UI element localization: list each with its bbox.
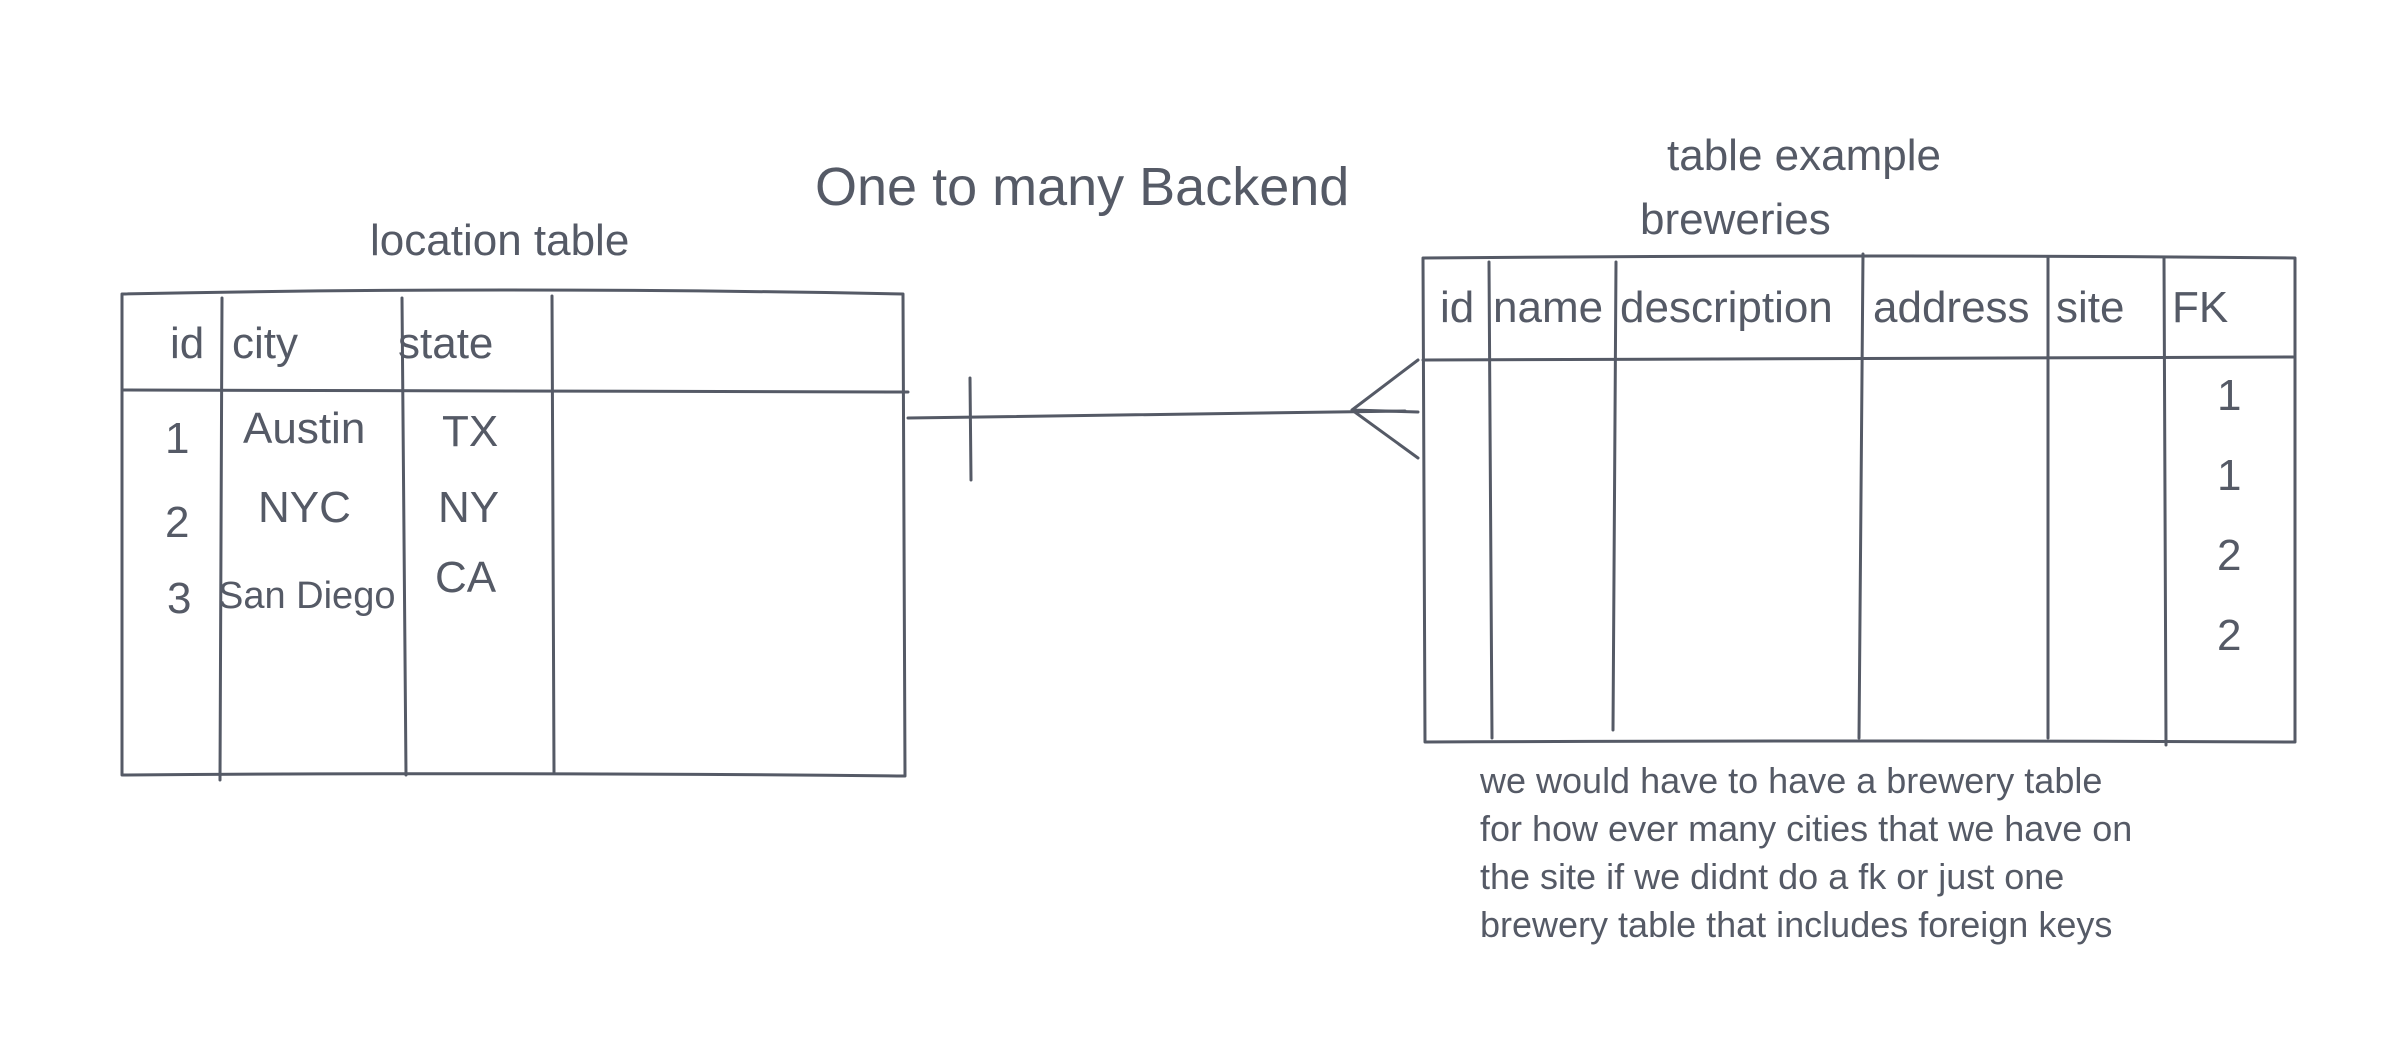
location-table-header-divider — [120, 388, 910, 394]
location-table-col-divider — [400, 296, 408, 777]
breweries-table-border — [1421, 254, 2297, 744]
breweries-header-description: description — [1620, 283, 1833, 332]
location-table: id city state 1 Austin TX 2 NYC NY 3 San… — [120, 288, 910, 782]
breweries-table-col-divider — [1487, 260, 1494, 740]
note-line: the site if we didnt do a fk or just one — [1480, 856, 2064, 897]
breweries-header-id: id — [1440, 283, 1474, 332]
location-row-1-city: Austin — [243, 404, 365, 453]
location-table-col-divider — [218, 296, 224, 782]
relationship-line — [906, 409, 1407, 420]
breweries-fk-value: 1 — [2217, 451, 2241, 500]
diagram-title: One to many Backend — [815, 157, 1349, 217]
breweries-table: id name description address site FK 1 1 … — [1421, 252, 2297, 747]
location-row-3-city: San Diego — [218, 575, 395, 617]
location-header-id: id — [170, 319, 204, 368]
breweries-table-header-divider — [1421, 355, 2295, 362]
breweries-table-col-divider — [2162, 256, 2168, 747]
location-row-3-id: 3 — [167, 574, 191, 623]
breweries-fk-value: 2 — [2217, 611, 2241, 660]
location-row-2-city: NYC — [258, 483, 351, 532]
location-table-border — [120, 288, 907, 778]
breweries-header-fk: FK — [2172, 283, 2228, 332]
breweries-header-name: name — [1493, 283, 1603, 332]
note-line: for how ever many cities that we have on — [1480, 808, 2132, 849]
breweries-table-col-divider — [1857, 252, 1865, 740]
location-row-1-state: TX — [442, 407, 498, 456]
one-marker — [968, 376, 973, 482]
location-row-3-state: CA — [435, 553, 497, 602]
explanation-note: we would have to have a brewery table fo… — [1479, 760, 2132, 945]
location-table-col-divider — [550, 294, 556, 774]
note-line: brewery table that includes foreign keys — [1480, 904, 2112, 945]
one-to-many-connector — [906, 358, 1420, 482]
breweries-header-site: site — [2056, 283, 2124, 332]
breweries-fk-value: 1 — [2217, 371, 2241, 420]
location-row-1-id: 1 — [165, 414, 189, 463]
location-table-label: location table — [370, 216, 629, 265]
note-line: we would have to have a brewery table — [1479, 760, 2102, 801]
breweries-label-line1: table example — [1667, 131, 1941, 180]
breweries-fk-value: 2 — [2217, 531, 2241, 580]
crows-foot-marker — [1350, 358, 1420, 460]
breweries-header-address: address — [1873, 283, 2030, 332]
breweries-label-line2: breweries — [1640, 195, 1831, 244]
breweries-table-col-divider — [1611, 260, 1618, 732]
location-row-2-state: NY — [438, 483, 499, 532]
location-header-state: state — [398, 319, 493, 368]
location-row-2-id: 2 — [165, 498, 189, 547]
location-header-city: city — [232, 319, 298, 368]
